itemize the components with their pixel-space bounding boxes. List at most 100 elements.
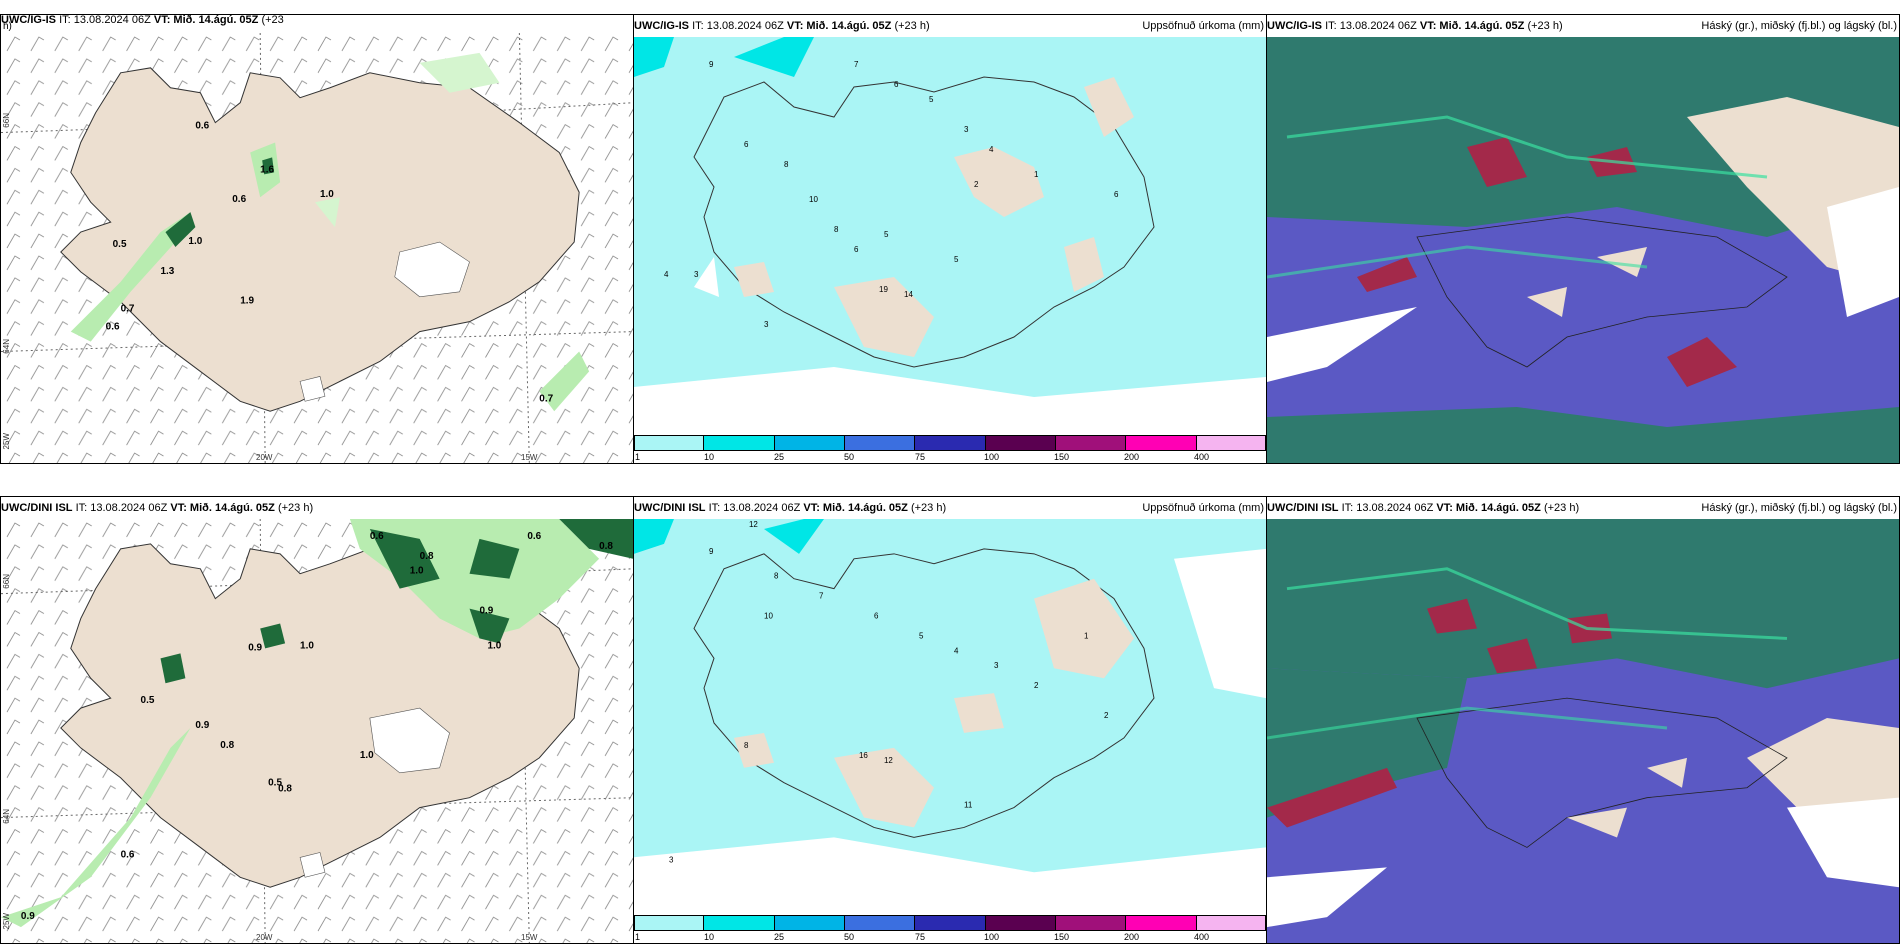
- precip-value: 1: [1034, 170, 1039, 179]
- lon-label-15: 15W: [521, 933, 538, 942]
- colorbar-swatch: [704, 435, 775, 451]
- wind-value: 1.0: [360, 750, 374, 761]
- wind-value: 0.6: [195, 121, 209, 132]
- wind-value: 1.9: [240, 296, 254, 307]
- wind-value: 1.0: [320, 189, 334, 200]
- precip-value: 6: [894, 80, 899, 89]
- valid-time: Mið. 14.ágú. 05Z: [806, 20, 892, 32]
- wind-value: 0.6: [106, 322, 120, 333]
- wind-value: 1.0: [188, 236, 202, 247]
- iceland-outline: [693, 548, 1155, 838]
- lat-label-66: 66N: [2, 574, 11, 589]
- colorbar-tick: 150: [1054, 932, 1070, 942]
- precip-value: 3: [994, 661, 999, 670]
- lat-label-66: 66N: [2, 113, 11, 128]
- precip-value: 9: [709, 60, 714, 69]
- lon-label-20: 20W: [256, 453, 273, 462]
- precip-value: 5: [919, 631, 924, 640]
- wind-value: 0.8: [278, 784, 292, 795]
- lead-time: (+23 h): [894, 20, 930, 32]
- precip-value: 2: [1104, 711, 1109, 720]
- precip-value: 8: [784, 160, 789, 169]
- iceland-land: [60, 67, 580, 412]
- wind-value: 0.9: [195, 720, 209, 731]
- colorbar-tick: 75: [915, 452, 926, 462]
- valid-time: Mið. 14.ágú. 05Z: [822, 502, 908, 514]
- valid-time-label: VT:: [1436, 502, 1453, 514]
- precip-value: 3: [669, 855, 674, 864]
- cloud-map[interactable]: [1267, 37, 1899, 463]
- colorbar-tick: 400: [1194, 452, 1210, 462]
- valid-time: Mið. 14.ágú. 05Z: [189, 502, 275, 514]
- precip-value: 2: [974, 180, 979, 189]
- wind-value: 0.6: [232, 194, 246, 205]
- colorbar-tick: 400: [1194, 932, 1210, 942]
- model-name: UWC/IG-IS: [1267, 20, 1322, 32]
- colorbar-swatch: [774, 435, 845, 451]
- precip-value: 1: [1084, 631, 1089, 640]
- precip-map[interactable]: 12 9 8 7 6 5 4 3 2 1 10 16 12 11 8 3 2: [634, 519, 1266, 913]
- valid-time-label: VT:: [786, 20, 804, 32]
- precip-map[interactable]: 9 7 6 5 3 4 6 8 10 8 6 5 3 2 1 3 4 19 14…: [634, 37, 1266, 433]
- wind-value: 0.6: [121, 849, 135, 860]
- panel-title: Uppsöfnuð úrkoma (mm): [1142, 502, 1264, 514]
- precip-value: 3: [964, 125, 969, 134]
- precip-value: 8: [744, 741, 749, 750]
- wind-value: 0.7: [121, 304, 135, 315]
- lead-time: (+23 h): [910, 502, 947, 514]
- lon-label-25: 25W: [2, 913, 11, 930]
- panel-title: Háský (gr.), miðský (fj.bl.) og lágský (…: [1701, 20, 1897, 32]
- colorbar-swatch: [985, 435, 1056, 451]
- colorbar-tick: 100: [984, 932, 1000, 942]
- panel-header: UWC/DINI ISL IT: 13.08.2024 06Z VT: Mið.…: [1, 497, 633, 519]
- colorbar-swatch: [985, 915, 1056, 931]
- model-name: UWC/IG-IS: [1, 14, 56, 26]
- wind-value: 0.6: [527, 531, 541, 542]
- wind-value: 0.5: [141, 695, 155, 706]
- model-name: UWC/IG-IS: [634, 20, 689, 32]
- init-time: IT: 13.08.2024 06Z: [1325, 20, 1417, 32]
- colorbar-swatch: [1196, 915, 1266, 931]
- panel-wind-bottom: UWC/DINI ISL IT: 13.08.2024 06Z VT: Mið.…: [0, 496, 634, 944]
- colorbar-swatch: [634, 915, 705, 931]
- valid-time-label: VT:: [1419, 20, 1437, 32]
- panel-header: UWC/DINI ISL IT: 13.08.2024 06Z VT: Mið.…: [634, 497, 1266, 519]
- valid-time: Mið. 14.ágú. 05Z: [1439, 20, 1525, 32]
- colorbar-swatch: [1126, 435, 1197, 451]
- wind-value: 0.9: [248, 642, 262, 653]
- colorbar-tick: 25: [774, 932, 785, 942]
- colorbar-tick: 75: [915, 932, 926, 942]
- lon-label-25: 25W: [2, 433, 11, 450]
- precip-colorbar: 1 10 25 50 75 100 150 200 400: [634, 433, 1266, 463]
- wind-map[interactable]: 0.6 1.6 0.6 1.0 0.5 1.0 1.3 1.9 0.7 0.6 …: [1, 33, 633, 463]
- valid-time-label: VT:: [803, 502, 820, 514]
- precip-value: 10: [809, 195, 818, 204]
- precip-background: [634, 37, 1266, 433]
- colorbar-swatch: [915, 915, 986, 931]
- colorbar-tick: 10: [704, 932, 715, 942]
- colorbar-swatch: [1055, 915, 1127, 931]
- panel-header: UWC/IG-IS IT: 13.08.2024 06Z VT: Mið. 14…: [634, 15, 1266, 37]
- precip-value: 7: [819, 592, 824, 601]
- panel-header: UWC/DINI ISL IT: 13.08.2024 06Z VT: Mið.…: [1267, 497, 1899, 519]
- model-name: UWC/DINI ISL: [634, 502, 706, 514]
- colorbar-tick: 25: [774, 452, 785, 462]
- wind-value: 0.7: [539, 393, 553, 404]
- wind-value: 1.6: [260, 164, 274, 175]
- panel-title: Uppsöfnuð úrkoma (mm): [1142, 20, 1264, 32]
- colorbar-tick: 1: [635, 452, 641, 462]
- panel-header: UWC/IG-IS IT: 13.08.2024 06Z VT: Mið. 14…: [1267, 15, 1899, 37]
- wind-value: 0.8: [599, 541, 613, 552]
- cloud-map[interactable]: [1267, 519, 1899, 943]
- valid-time-label: VT:: [153, 14, 171, 26]
- wind-map[interactable]: 0.6 0.8 0.6 0.8 1.0 0.9 1.0 0.9 1.0 0.5 …: [1, 519, 633, 943]
- lead-time: (+23 h): [277, 502, 314, 514]
- wind-value: 1.0: [300, 640, 314, 651]
- panel-clouds-bottom: UWC/DINI ISL IT: 13.08.2024 06Z VT: Mið.…: [1266, 496, 1900, 944]
- precip-value: 4: [664, 270, 669, 279]
- panel-header: UWC/IG-IS IT: 13.08.2024 06Z VT: Mið. 14…: [1, 14, 633, 31]
- colorbar-tick: 10: [704, 452, 715, 462]
- wind-value: 0.9: [21, 911, 35, 922]
- wind-value: 1.3: [160, 266, 174, 277]
- precip-value: 2: [1034, 681, 1039, 690]
